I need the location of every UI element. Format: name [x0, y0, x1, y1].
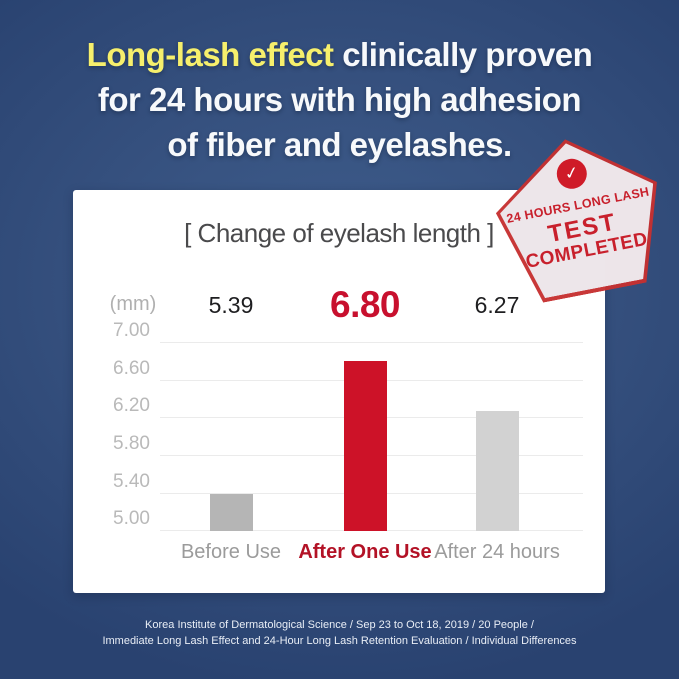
bar-before-use	[210, 493, 253, 531]
xlabel-after-24-hours: After 24 hours	[434, 541, 560, 563]
footnote: Korea Institute of Dermatological Scienc…	[0, 617, 679, 649]
footnote-line-2: Immediate Long Lash Effect and 24-Hour L…	[102, 635, 577, 647]
chart-card: [ Change of eyelash length ] (mm) 5.39 6…	[73, 190, 605, 593]
unit-label: (mm)	[109, 293, 157, 315]
xlabel-before-use: Before Use	[180, 541, 282, 563]
ytick-5.00: 5.00	[113, 508, 150, 529]
headline-line-2: for 24 hours with high adhesion	[97, 81, 582, 118]
headline-line-1-rest: clinically proven	[333, 36, 593, 73]
gridline-5.00	[160, 530, 583, 531]
bar-after-24-hours	[476, 410, 519, 531]
bar-after-one-use	[344, 360, 387, 531]
stamp-content: ✓ 24 HOURS LONG LASH TEST COMPLETED	[485, 124, 676, 308]
footnote-line-1: Korea Institute of Dermatological Scienc…	[145, 619, 534, 631]
ytick-6.60: 6.60	[113, 358, 150, 379]
ytick-7.00: 7.00	[113, 320, 150, 341]
value-label-after-24-hours: 6.27	[474, 292, 520, 318]
ytick-5.40: 5.40	[113, 471, 150, 492]
gridline-7.00	[160, 342, 583, 343]
headline-highlight: Long-lash effect	[86, 36, 334, 73]
test-completed-stamp: ✓ 24 HOURS LONG LASH TEST COMPLETED	[485, 124, 676, 308]
headline-line-1: Long-lash effect clinically proven	[0, 32, 679, 77]
value-label-before-use: 5.39	[208, 292, 254, 318]
headline: Long-lash effect clinically proven for 2…	[0, 32, 679, 167]
value-label-after-one-use: 6.80	[329, 284, 401, 325]
ytick-6.20: 6.20	[113, 395, 150, 416]
checkmark-icon: ✓	[554, 156, 590, 192]
headline-line-3: of fiber and eyelashes.	[167, 126, 512, 163]
xlabel-after-one-use: After One Use	[298, 541, 432, 563]
chart-title: [ Change of eyelash length ]	[184, 218, 494, 248]
ytick-5.80: 5.80	[113, 433, 150, 454]
